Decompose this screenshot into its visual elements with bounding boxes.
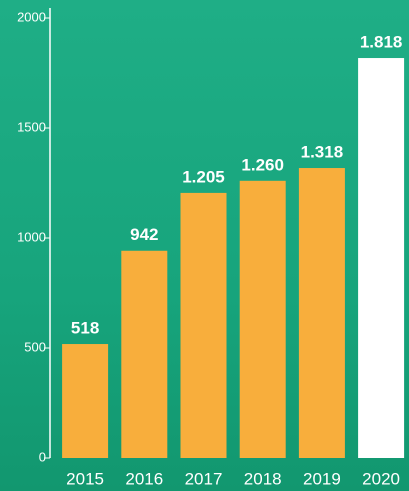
value-label: 1.318	[301, 143, 344, 162]
x-tick-label: 2019	[303, 469, 341, 488]
chart: 0 500 1000 1500 2000 2015 518 2016 942 2017 1.205 2…	[0, 0, 409, 491]
bar	[62, 344, 108, 458]
x-tick-label: 2015	[66, 469, 104, 488]
value-label: 1.260	[241, 155, 284, 174]
bar	[240, 181, 286, 458]
bar	[121, 251, 167, 458]
x-tick-label: 2016	[125, 469, 163, 488]
bar	[299, 168, 345, 458]
value-label: 942	[130, 225, 158, 244]
y-tick-label: 2000	[17, 9, 46, 24]
value-label: 1.818	[360, 33, 403, 52]
page: 0 500 1000 1500 2000 2015 518 2016 942 2017 1.205 2…	[0, 0, 409, 491]
y-tick-label: 1500	[17, 119, 46, 134]
y-tick-label: 1000	[17, 229, 46, 244]
y-tick-label: 500	[24, 339, 46, 354]
bar	[358, 58, 404, 458]
x-tick-label: 2020	[362, 469, 400, 488]
value-label: 518	[71, 319, 99, 338]
bar	[181, 193, 227, 458]
value-label: 1.205	[182, 167, 225, 186]
x-tick-label: 2018	[244, 469, 282, 488]
x-tick-label: 2017	[185, 469, 223, 488]
y-tick-label: 0	[39, 449, 46, 464]
